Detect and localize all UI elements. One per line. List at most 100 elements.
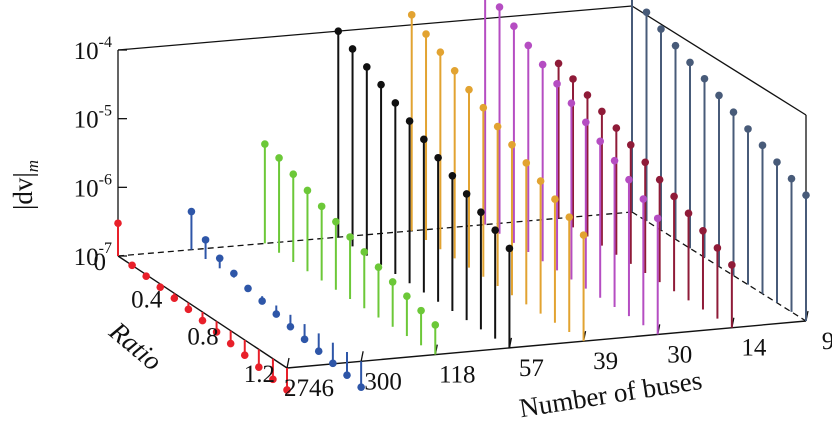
stem-marker — [407, 11, 416, 19]
stem-marker — [303, 186, 312, 195]
stem-marker — [272, 310, 281, 318]
series-2746 — [114, 219, 291, 394]
stem-marker — [538, 60, 547, 69]
stem-marker — [684, 209, 693, 218]
stem-marker — [758, 141, 767, 150]
stem-marker — [215, 254, 224, 263]
stem-marker — [405, 117, 414, 125]
stem-marker — [363, 63, 371, 71]
stem-marker — [450, 67, 459, 75]
stem-marker — [713, 244, 722, 252]
bus-tick-label: 9 — [822, 328, 832, 355]
stem-marker — [582, 118, 590, 127]
stem-marker — [388, 278, 397, 286]
stem-marker — [289, 170, 298, 178]
stem-marker — [142, 272, 150, 280]
stem-marker — [329, 359, 337, 368]
stem-marker — [377, 80, 385, 89]
stem-marker — [343, 371, 351, 379]
stem-marker — [773, 158, 781, 166]
stem-marker — [434, 153, 442, 162]
bus-axis-line — [286, 320, 807, 369]
stem-marker — [156, 283, 165, 291]
stem-marker — [300, 335, 309, 344]
stem-marker — [598, 107, 606, 116]
stem-marker — [554, 59, 563, 68]
stem-marker — [700, 74, 709, 83]
stem-marker — [641, 158, 650, 167]
stem-marker — [565, 213, 574, 221]
ratio-axis-label: Ratio — [103, 315, 168, 376]
ratio-tick-label: 0 — [94, 249, 107, 276]
stem-marker — [553, 80, 561, 88]
bus-tick-label: 39 — [593, 348, 618, 375]
stem-marker — [612, 124, 621, 132]
stem-marker — [448, 171, 457, 180]
stem-marker — [357, 383, 365, 391]
back-top-edge — [117, 5, 633, 51]
stem-marker — [524, 41, 533, 50]
stem-marker — [275, 154, 283, 162]
stem-marker — [653, 214, 662, 223]
stem-marker — [462, 190, 471, 198]
bus-tick-mark — [360, 351, 364, 362]
stem-marker — [244, 284, 252, 293]
bus-tick-label: 118 — [439, 362, 476, 389]
stem-marker — [317, 202, 326, 211]
stem-marker — [374, 263, 383, 272]
right-top-edge — [631, 5, 807, 116]
stem-marker — [198, 316, 207, 325]
stem-marker — [184, 305, 193, 314]
svg-text:|dv|m: |dv|m — [8, 160, 42, 210]
stem-marker — [465, 85, 473, 94]
stem-marker — [226, 339, 235, 348]
stem-marker — [699, 226, 707, 235]
bus-tick-label: 14 — [741, 335, 767, 362]
stem-marker — [626, 141, 635, 149]
stem-marker — [346, 233, 354, 241]
stem-marker — [283, 386, 291, 394]
stem-marker — [491, 226, 499, 234]
stem-marker — [522, 159, 531, 167]
stem-marker — [625, 175, 633, 184]
tick-labels-layer: 10-7 10-6 10-5 10-4 0 0.4 0.8 1.2 2746 300 118 57 39… — [74, 34, 832, 402]
stem-marker — [477, 208, 485, 216]
stem-marker — [187, 207, 196, 216]
bus-tick-label: 57 — [519, 355, 544, 382]
series-57 — [334, 27, 514, 348]
stem-marker — [269, 375, 277, 384]
ratio-tick-label: 0.4 — [131, 286, 163, 313]
stem-marker — [417, 306, 425, 315]
series-118 — [261, 140, 440, 355]
floor-back-edge — [117, 211, 633, 257]
stem-marker — [657, 25, 665, 33]
stem-marker — [431, 321, 440, 329]
stem-marker — [258, 297, 266, 305]
series-14 — [554, 59, 736, 328]
stem-marker — [332, 217, 340, 226]
series-9 — [631, 0, 810, 321]
stem-marker — [569, 75, 577, 83]
stem-marker — [479, 103, 488, 112]
stem-marker — [744, 125, 752, 133]
stem-marker — [391, 99, 400, 107]
z-tick-label: 10-5 — [74, 103, 112, 134]
stem-marker — [212, 328, 221, 336]
stem-marker — [230, 269, 238, 278]
stem-marker — [286, 322, 295, 331]
ratio-tick-label: 1.2 — [244, 361, 275, 388]
stem-marker — [567, 99, 576, 107]
stem-marker — [596, 137, 604, 146]
stem-marker — [114, 219, 122, 228]
z-axis-label-main: |dv| — [8, 172, 38, 210]
stem-marker — [579, 231, 588, 239]
stem-marker — [128, 261, 136, 270]
stem-marker — [729, 108, 738, 116]
stem-marker — [170, 294, 179, 302]
ratio-tick-label: 0.8 — [187, 324, 218, 351]
stem-marker — [255, 363, 263, 371]
stem-marker — [240, 351, 249, 360]
z-tick-label: 10-6 — [74, 171, 112, 202]
z-tick-label: 10-7 — [74, 240, 112, 271]
